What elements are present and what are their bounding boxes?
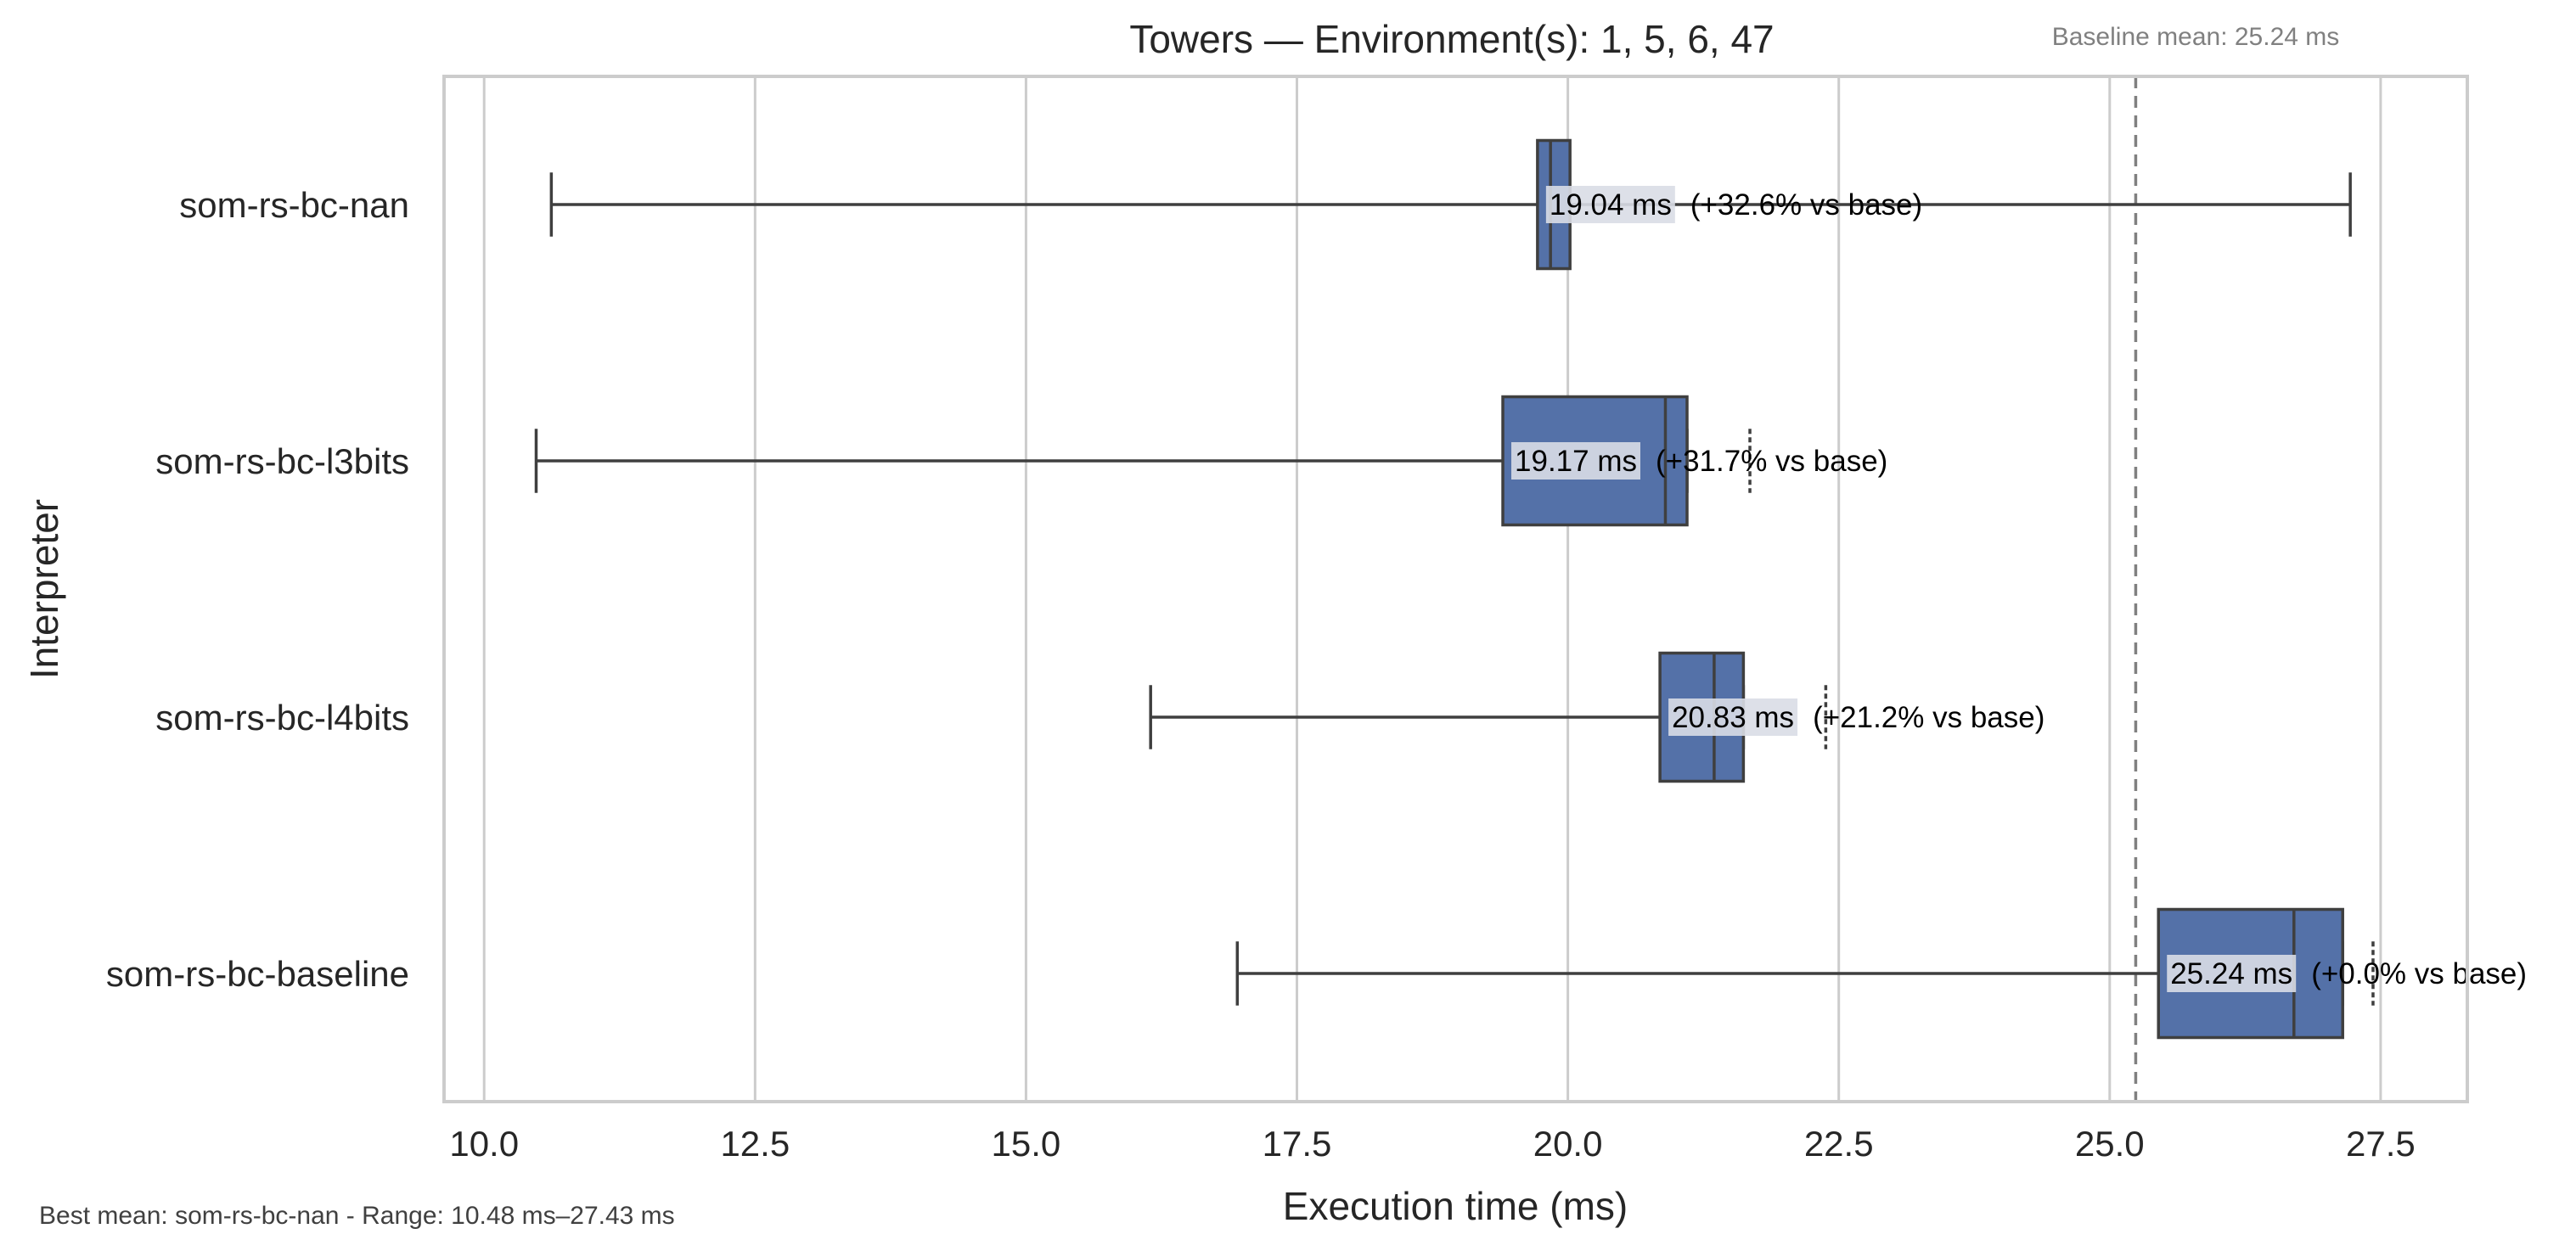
- y-axis-label: Interpreter: [22, 499, 66, 679]
- x-axis-label: Execution time (ms): [1283, 1184, 1628, 1228]
- x-tick-label: 15.0: [992, 1124, 1061, 1164]
- mean-label: 25.24 ms: [2170, 957, 2292, 990]
- delta-label: (+32.6% vs base): [1690, 188, 1922, 222]
- mean-label: 19.04 ms: [1550, 188, 1672, 222]
- mean-label: 20.83 ms: [1672, 701, 1794, 734]
- y-tick-label: som-rs-bc-l4bits: [155, 698, 409, 738]
- mean-label-bg: [1511, 442, 1640, 480]
- grid-lines: [482, 76, 2382, 1102]
- x-tick-label: 20.0: [1533, 1124, 1603, 1164]
- x-tick-label: 12.5: [720, 1124, 790, 1164]
- baseline-label: Baseline mean: 25.24 ms: [2052, 23, 2340, 51]
- x-tick-label: 17.5: [1263, 1124, 1332, 1164]
- y-tick-label: som-rs-bc-nan: [179, 185, 409, 225]
- delta-label: (+21.2% vs base): [1813, 701, 2044, 734]
- y-tick-labels: som-rs-bc-nan som-rs-bc-l3bits som-rs-bc-l…: [106, 185, 409, 994]
- x-tick-label: 25.0: [2075, 1124, 2145, 1164]
- x-tick-label: 22.5: [1804, 1124, 1874, 1164]
- x-tick-labels: 10.0 12.5 15.0 17.5 20.0 22.5 25.0 27.5: [449, 1124, 2415, 1164]
- x-tick-label: 10.0: [449, 1124, 519, 1164]
- box-group: 19.04 ms (+32.6% vs base): [549, 138, 2352, 271]
- plot-frame: [442, 75, 2469, 1103]
- y-tick-label: som-rs-bc-baseline: [106, 954, 409, 994]
- box-series: 19.04 ms (+32.6% vs base) 19.17 ms (+31.7% …: [534, 138, 2527, 1040]
- delta-label: (+0.0% vs base): [2311, 957, 2527, 990]
- box-group: 25.24 ms (+0.0% vs base): [1235, 907, 2527, 1040]
- x-tick-label: 27.5: [2346, 1124, 2416, 1164]
- mean-label-bg: [1668, 698, 1798, 736]
- mean-label: 19.17 ms: [1515, 445, 1637, 478]
- y-tick-label: som-rs-bc-l3bits: [155, 441, 409, 481]
- chart-title: Towers — Environment(s): 1, 5, 6, 47: [1129, 17, 1774, 61]
- delta-label: (+31.7% vs base): [1656, 445, 1887, 478]
- box-group: 20.83 ms (+21.2% vs base): [1149, 651, 2044, 783]
- box-group: 19.17 ms (+31.7% vs base): [534, 395, 1887, 527]
- mean-label-bg: [2167, 955, 2297, 992]
- footnote: Best mean: som-rs-bc-nan - Range: 10.48 …: [39, 1202, 675, 1230]
- mean-label-bg: [1545, 186, 1675, 223]
